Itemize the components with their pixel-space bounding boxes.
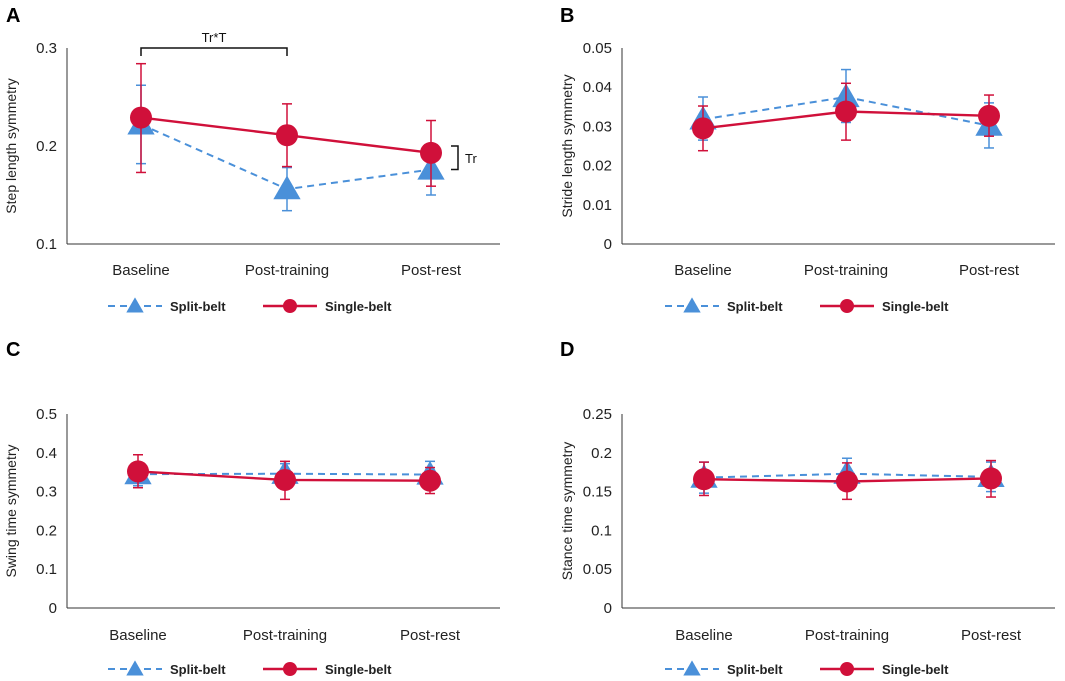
y-tick-label: 0.05 [583,40,612,57]
x-tick-label: Post-training [804,262,888,279]
legend-item-single-belt: Single-belt [263,299,392,314]
significance-label: Tr [465,151,477,166]
y-tick-label: 0.1 [36,236,57,253]
y-tick-label: 0.04 [583,79,612,96]
x-tick-label: Post-rest [400,627,461,644]
data-point-circle [835,100,857,123]
legend-marker-circle [840,299,854,313]
data-point-triangle [273,175,301,200]
y-axis-label: Swing time symmetry [3,444,19,577]
data-point-circle [978,104,1000,127]
y-tick-label: 0 [49,600,57,617]
y-tick-label: 0.1 [36,561,57,578]
y-tick-label: 0.05 [583,561,612,578]
y-tick-label: 0.25 [583,406,612,423]
x-tick-label: Post-rest [959,262,1020,279]
panel-d: D 0 0.05 0.1 0.15 0.2 0.25 Stance time symmetry… [559,339,1055,677]
legend-label: Single-belt [882,299,949,314]
series-single-belt [130,62,442,187]
y-axis-label: Stance time symmetry [559,442,575,580]
x-tick-label: Post-rest [961,627,1022,644]
legend-label: Single-belt [882,662,949,677]
panel-a: A 0.1 0.2 0.3 Step length symmetry Baseline Po… [3,5,500,314]
y-tick-label: 0.1 [591,522,612,539]
legend: Split-belt Single-belt [665,660,949,677]
panel-letter: A [6,5,20,27]
x-tick-label: Baseline [674,262,732,279]
legend-item-single-belt: Single-belt [263,662,392,677]
series-split-belt [127,84,445,212]
legend-label: Split-belt [727,662,783,677]
legend: Split-belt Single-belt [665,297,949,314]
y-axis-label: Stride length symmetry [559,74,575,217]
legend: Split-belt Single-belt [108,297,392,314]
x-tick-label: Baseline [675,627,733,644]
legend-label: Single-belt [325,662,392,677]
x-tick-label: Post-training [243,627,327,644]
x-tick-label: Post-rest [401,262,462,279]
legend: Split-belt Single-belt [108,660,392,677]
legend-marker-triangle [683,297,701,313]
x-tick-label: Baseline [109,627,167,644]
data-point-circle [276,124,298,147]
y-tick-label: 0 [604,236,612,253]
legend-label: Split-belt [727,299,783,314]
y-tick-label: 0.15 [583,484,612,501]
legend-marker-triangle [126,297,144,313]
legend-item-split-belt: Split-belt [108,297,226,314]
legend-marker-circle [840,662,854,676]
x-tick-label: Post-training [805,627,889,644]
panel-c: C 0 0.1 0.2 0.3 0.4 0.5 Swing time symmetry Base… [3,339,500,677]
legend-marker-triangle [683,660,701,676]
series-single-belt [692,82,1000,152]
legend-label: Split-belt [170,662,226,677]
legend-marker-circle [283,662,297,676]
data-point-circle [836,470,858,493]
data-point-circle [980,467,1002,490]
y-tick-label: 0.3 [36,484,57,501]
legend-label: Single-belt [325,299,392,314]
y-tick-label: 0.2 [36,522,57,539]
panel-letter: B [560,5,574,27]
legend-item-split-belt: Split-belt [108,660,226,677]
data-point-circle [274,468,296,491]
y-tick-label: 0.2 [36,138,57,155]
y-tick-label: 0 [604,600,612,617]
y-tick-label: 0.2 [591,445,612,462]
data-point-circle [419,469,441,492]
significance-label: Tr*T [202,30,227,45]
series-single-belt [127,453,441,501]
y-tick-label: 0.03 [583,118,612,135]
panel-letter: D [560,339,574,361]
legend-marker-circle [283,299,297,313]
y-tick-label: 0.5 [36,406,57,423]
data-point-circle [692,117,714,140]
panel-b: B 0 0.01 0.02 0.03 0.04 0.05 Stride length symm… [559,5,1055,314]
series-single-belt [693,459,1002,501]
data-point-circle [127,460,149,483]
legend-item-single-belt: Single-belt [820,299,949,314]
legend-item-single-belt: Single-belt [820,662,949,677]
y-axis-label: Step length symmetry [3,78,19,213]
y-tick-label: 0.3 [36,40,57,57]
legend-item-split-belt: Split-belt [665,660,783,677]
y-tick-label: 0.01 [583,197,612,214]
data-point-circle [420,141,442,164]
legend-label: Split-belt [170,299,226,314]
data-point-circle [130,106,152,129]
y-tick-label: 0.02 [583,158,612,175]
x-tick-label: Baseline [112,262,170,279]
y-tick-label: 0.4 [36,445,57,462]
x-tick-label: Post-training [245,262,329,279]
significance-bracket [140,47,288,56]
legend-item-split-belt: Split-belt [665,297,783,314]
significance-bracket [451,145,459,171]
legend-marker-triangle [126,660,144,676]
data-point-circle [693,468,715,491]
panel-letter: C [6,339,20,361]
